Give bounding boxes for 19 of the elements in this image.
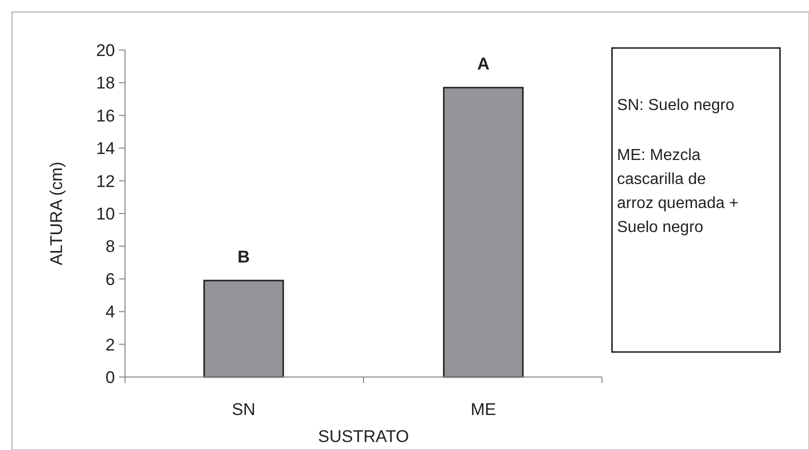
y-tick-label: 8 xyxy=(106,237,115,256)
annotation: A xyxy=(477,54,490,74)
y-tick-label: 20 xyxy=(96,40,115,60)
y-tick-label: 16 xyxy=(96,106,115,126)
y-tick-label: 10 xyxy=(96,204,115,224)
x-tick-label: ME xyxy=(470,400,496,419)
y-tick-label: 6 xyxy=(106,270,115,289)
x-tick-label: SN xyxy=(232,400,256,419)
y-tick-label: 12 xyxy=(96,172,115,191)
y-tick-label: 4 xyxy=(106,302,115,322)
text: SN: Suelo negro xyxy=(617,97,735,114)
annotation: B xyxy=(238,248,250,267)
y-tick-label: 2 xyxy=(106,335,115,354)
y-axis-title: ALTURA (cm) xyxy=(47,162,66,266)
x-axis-title: SUSTRATO xyxy=(318,427,409,446)
text: ME: Mezcla cascarilla de arroz quemada + Suelo negro xyxy=(617,147,738,236)
y-tick-label: 14 xyxy=(96,139,115,158)
y-tick-label: 0 xyxy=(106,368,115,387)
y-tick-label: 18 xyxy=(96,74,115,93)
